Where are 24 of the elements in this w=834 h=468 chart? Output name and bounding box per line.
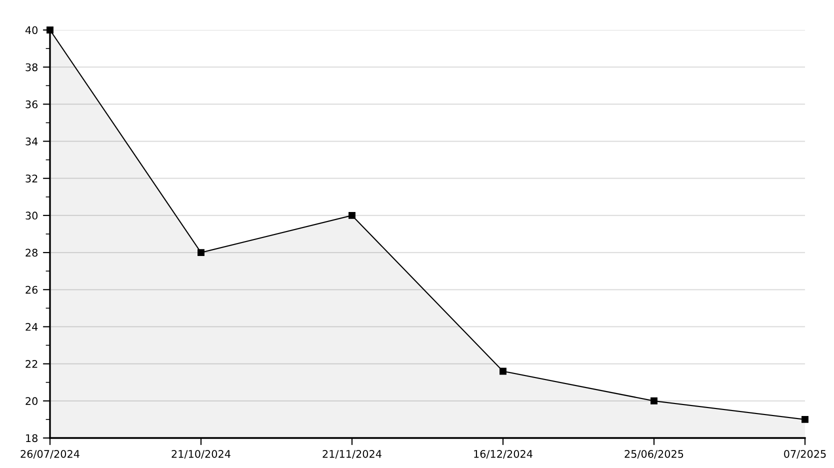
x-tick-label: 21/10/2024	[172, 450, 230, 459]
x-tick-label: 26/07/2024	[20, 450, 80, 459]
point	[348, 212, 356, 219]
point	[500, 368, 506, 375]
y-tick-label: 24	[26, 322, 38, 331]
y-tick-label: 22	[26, 360, 38, 368]
y-tick-label: 28	[26, 248, 38, 257]
y-tick-label: 18	[26, 434, 38, 442]
point	[46, 26, 54, 34]
x-tick-label: 25/06/2025	[624, 450, 684, 459]
y-tick-label: 34	[26, 138, 38, 146]
x-tick-label: 21/11/2024	[322, 450, 382, 459]
y-tick-label: 32	[26, 174, 38, 182]
y-tick-label: 20	[26, 397, 38, 406]
y-tick-label: 40	[25, 26, 38, 34]
y-tick-label: 30	[26, 212, 38, 220]
point	[802, 416, 808, 423]
y-tick-label: 26	[26, 286, 38, 294]
x-tick-label: 07/2025	[784, 450, 826, 459]
point	[650, 397, 658, 404]
y-tick-label: 38	[26, 63, 38, 72]
point	[198, 249, 204, 256]
x-tick-label: 16/12/2024	[474, 450, 532, 459]
y-tick-label: 36	[26, 100, 38, 108]
